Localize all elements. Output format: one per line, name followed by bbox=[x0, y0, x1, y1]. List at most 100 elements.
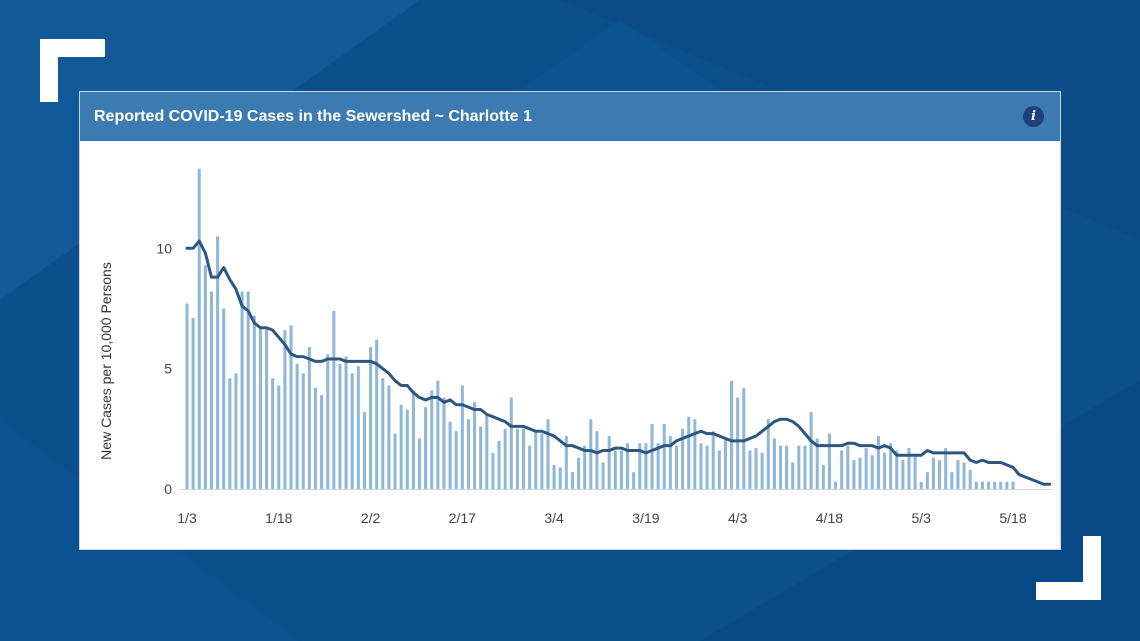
chart-card: Reported COVID-19 Cases in the Sewershed… bbox=[80, 92, 1060, 549]
bar bbox=[222, 308, 226, 489]
bar bbox=[369, 346, 373, 489]
bar bbox=[252, 315, 256, 489]
bar bbox=[320, 395, 324, 489]
bar bbox=[656, 443, 660, 489]
bar bbox=[938, 460, 942, 489]
bar bbox=[203, 265, 207, 489]
bar bbox=[852, 460, 856, 489]
info-button[interactable]: i bbox=[1023, 106, 1044, 127]
bar bbox=[558, 467, 562, 489]
bar bbox=[344, 356, 348, 489]
bar bbox=[546, 419, 550, 489]
bar bbox=[895, 450, 899, 489]
bar bbox=[870, 455, 874, 489]
x-tick-label: 3/4 bbox=[544, 510, 564, 526]
bar bbox=[497, 440, 501, 489]
y-axis-ticks: 0 5 10 bbox=[156, 240, 172, 497]
bar bbox=[882, 452, 887, 489]
bar bbox=[583, 445, 587, 489]
bar bbox=[717, 450, 721, 489]
frame-corner-bottom-right-vertical bbox=[1083, 536, 1101, 600]
chart-title: Reported COVID-19 Cases in the Sewershed… bbox=[94, 108, 532, 125]
bar bbox=[595, 431, 599, 489]
bar bbox=[901, 460, 905, 489]
bar bbox=[711, 431, 715, 489]
bar bbox=[503, 428, 507, 489]
bar bbox=[424, 407, 428, 489]
bar bbox=[479, 426, 483, 489]
bar bbox=[876, 436, 880, 489]
bar bbox=[968, 469, 972, 489]
bar bbox=[809, 411, 813, 489]
bar bbox=[681, 428, 685, 489]
bar bbox=[797, 445, 801, 489]
x-tick-label: 4/18 bbox=[816, 510, 843, 526]
bar bbox=[662, 424, 666, 489]
bar bbox=[589, 419, 593, 489]
bar bbox=[381, 378, 385, 489]
y-tick-label: 0 bbox=[164, 481, 172, 497]
bar bbox=[277, 385, 281, 489]
bar bbox=[350, 373, 354, 489]
chart-plot: 0 5 10 1/3 1/18 2/2 2/17 3/4 3/19 4/3 4/18 5/3 5/18… bbox=[98, 168, 1053, 526]
bar bbox=[815, 438, 819, 489]
bar bbox=[840, 450, 844, 489]
bar bbox=[577, 457, 581, 489]
bar bbox=[460, 385, 464, 489]
bar bbox=[528, 445, 532, 489]
bar bbox=[827, 433, 831, 489]
x-tick-label: 2/17 bbox=[449, 510, 476, 526]
bar bbox=[185, 303, 189, 489]
bar bbox=[430, 390, 434, 489]
bar bbox=[919, 481, 923, 489]
bar bbox=[907, 448, 911, 489]
bar bbox=[338, 363, 342, 489]
bar bbox=[803, 445, 807, 489]
bar bbox=[821, 464, 825, 489]
bar bbox=[674, 445, 679, 489]
x-tick-label: 1/18 bbox=[265, 510, 292, 526]
bar bbox=[375, 339, 379, 489]
x-tick-label: 5/18 bbox=[999, 510, 1026, 526]
bar bbox=[999, 481, 1003, 489]
bar bbox=[956, 460, 960, 489]
bar bbox=[723, 438, 727, 489]
bar bbox=[693, 419, 697, 489]
y-axis-title: New Cases per 10,000 Persons bbox=[98, 262, 114, 460]
bar bbox=[742, 387, 746, 489]
bar bbox=[234, 373, 238, 489]
bar bbox=[1011, 481, 1015, 489]
bar bbox=[209, 291, 213, 489]
bar bbox=[607, 436, 611, 489]
x-axis-ticks: 1/3 1/18 2/2 2/17 3/4 3/19 4/3 4/18 5/3 5/18 bbox=[177, 510, 1027, 526]
x-tick-label: 4/3 bbox=[728, 510, 748, 526]
bar bbox=[748, 450, 752, 489]
bar bbox=[265, 327, 269, 489]
bar bbox=[570, 472, 574, 489]
bar bbox=[326, 354, 330, 489]
bar bbox=[987, 481, 991, 489]
bar bbox=[521, 428, 526, 489]
bar bbox=[834, 481, 838, 489]
bar bbox=[778, 445, 783, 489]
bar bbox=[509, 397, 513, 489]
bar bbox=[301, 373, 305, 489]
bar bbox=[313, 387, 318, 489]
bar bbox=[944, 448, 948, 489]
bar bbox=[271, 378, 275, 489]
bar bbox=[785, 445, 789, 489]
bar bbox=[307, 346, 311, 489]
bar bbox=[705, 445, 709, 489]
bar bbox=[925, 472, 929, 489]
bar bbox=[405, 409, 409, 489]
bar bbox=[613, 450, 617, 489]
bar bbox=[411, 392, 415, 489]
bar bbox=[552, 464, 556, 489]
bar bbox=[632, 472, 636, 489]
bar bbox=[362, 411, 366, 489]
bar bbox=[246, 291, 250, 489]
bar bbox=[399, 404, 403, 489]
moving-average-line bbox=[185, 239, 1052, 486]
bar bbox=[1005, 481, 1009, 489]
bar bbox=[289, 325, 293, 489]
